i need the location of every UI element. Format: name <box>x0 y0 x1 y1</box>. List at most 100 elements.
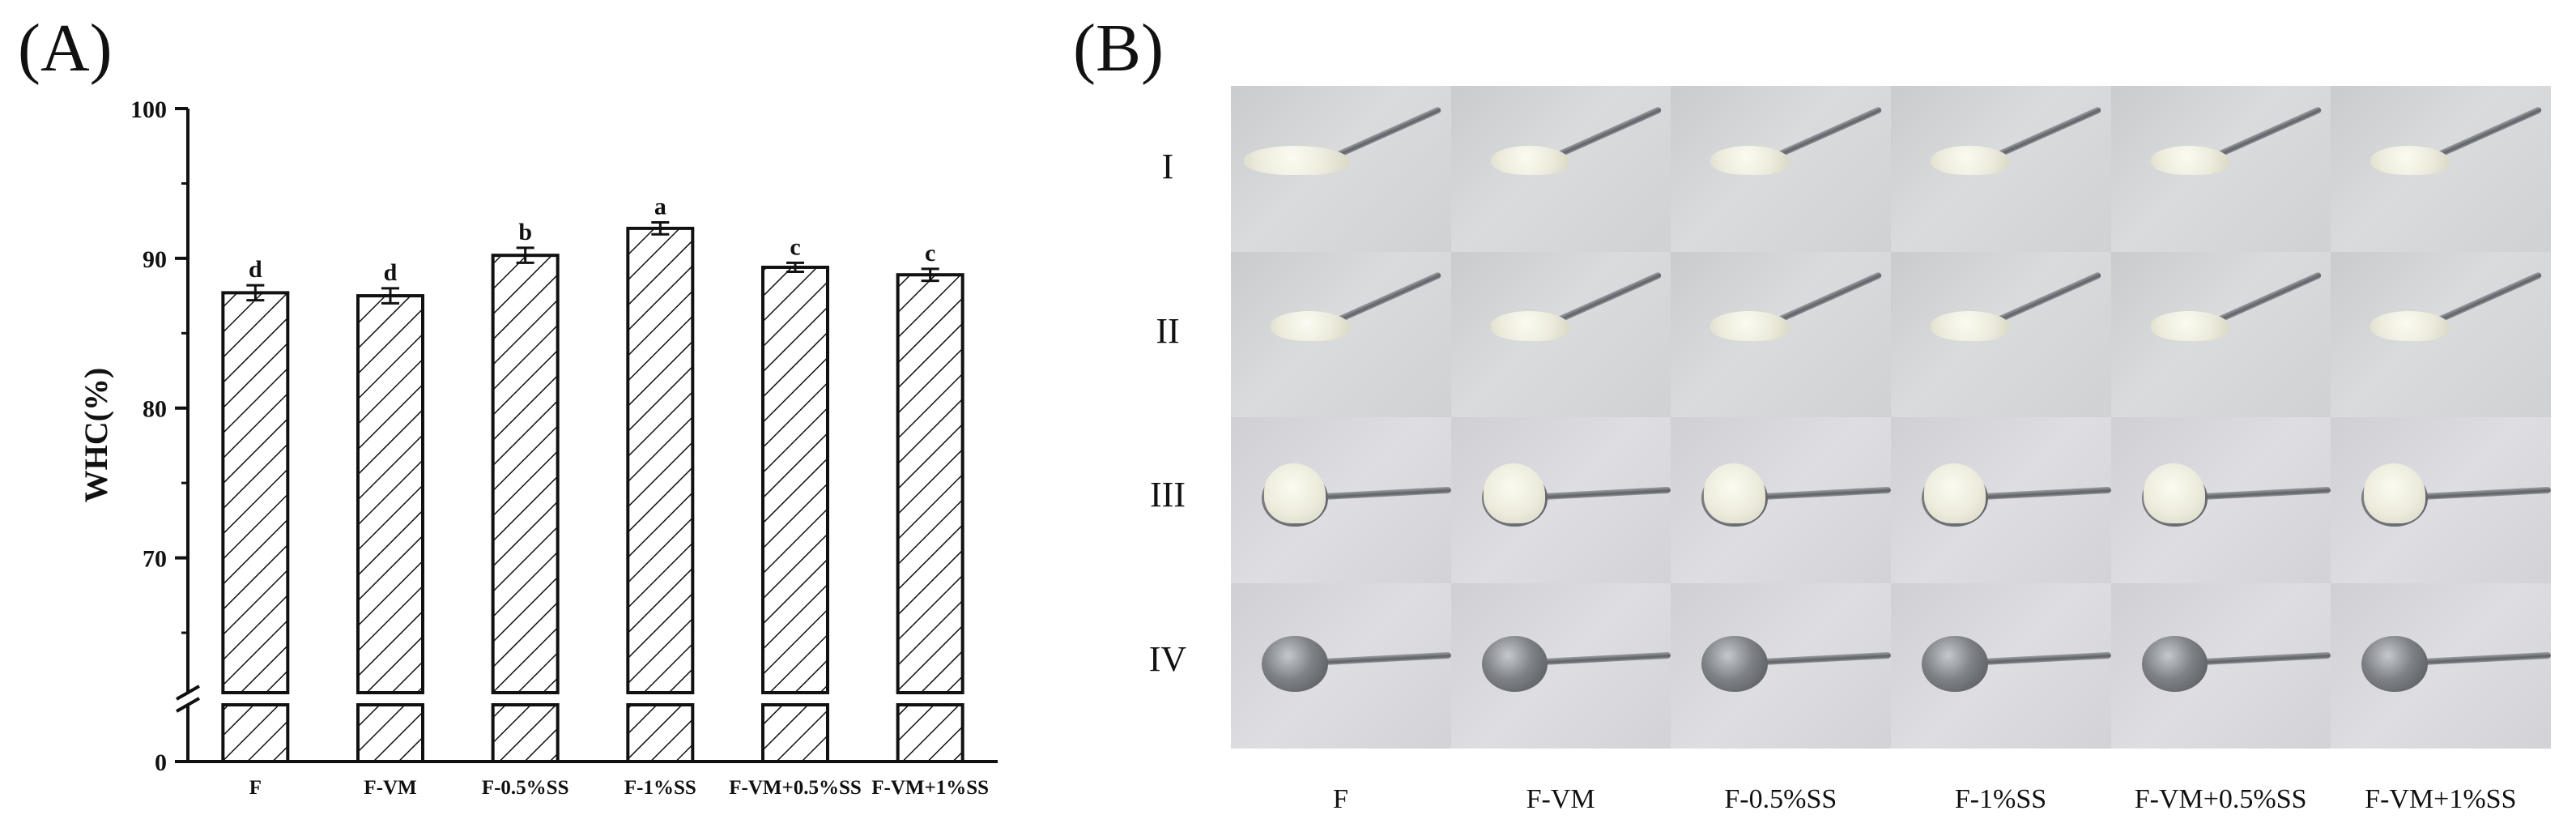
y-tick-label: 80 <box>143 396 167 423</box>
spoon-handle <box>2418 652 2551 666</box>
sample-paste <box>1704 463 1766 523</box>
bar-lower-segment <box>626 703 695 763</box>
x-tick-label: F-VM+1%SS <box>871 777 989 799</box>
spoon-handle <box>1978 652 2111 666</box>
y-axis-title: WHC(%) <box>78 368 114 503</box>
significance-label: d <box>249 256 262 283</box>
y-tick-label: 70 <box>143 546 167 573</box>
bar-chart: 70 80 90 100 0 WHC(%) d Fd F-VM b F-0.5%SS a F-1%SS c… <box>78 96 998 799</box>
axis-break-gap <box>892 694 968 703</box>
x-tick-label: F-1%SS <box>624 777 696 799</box>
sample-paste <box>2144 463 2206 523</box>
bar <box>896 273 964 694</box>
sample-paste <box>1710 145 1790 176</box>
spoon-photo <box>1450 251 1671 417</box>
row-label: III <box>1150 475 1186 514</box>
spoon-photo <box>2110 417 2331 583</box>
y-tick-label: 0 <box>155 749 167 776</box>
sample-paste <box>2150 311 2230 341</box>
bar <box>626 226 695 694</box>
bar-lower-segment <box>221 703 290 763</box>
spoon-handle <box>1995 105 2103 159</box>
significance-label: a <box>654 194 666 220</box>
spoon-photo <box>2331 582 2551 749</box>
spoon-photo <box>1450 86 1671 252</box>
spoon-handle <box>2418 486 2551 501</box>
column-label: F-VM <box>1526 784 1595 814</box>
spoon-photo <box>2331 251 2551 417</box>
spoon-bowl <box>1922 635 1988 693</box>
column-label: F-0.5%SS <box>1724 784 1837 814</box>
spoon-photo <box>1890 86 2111 252</box>
column-label: F-VM+0.5%SS <box>2134 784 2307 814</box>
sample-paste <box>1490 311 1570 341</box>
column-label: F-VM+1%SS <box>2365 784 2517 814</box>
row-label: IV <box>1148 639 1187 679</box>
spoon-photo <box>1450 582 1671 749</box>
column-label: F-1%SS <box>1954 784 2047 814</box>
sample-paste <box>1263 463 1326 523</box>
sample-paste <box>1923 463 1986 523</box>
spoon-bowl <box>1481 635 1548 693</box>
spoon-photo <box>2331 86 2551 252</box>
spoon-handle <box>1775 105 1883 159</box>
spoon-handle <box>1555 271 1663 324</box>
sample-paste <box>1484 463 1546 523</box>
spoon-handle <box>2199 486 2331 501</box>
spoon-handle <box>1775 271 1883 324</box>
sample-paste <box>2370 311 2450 341</box>
axis-break-gap <box>758 694 832 703</box>
sample-paste <box>1490 145 1570 176</box>
axis-break-mark <box>176 697 200 713</box>
spoon-handle <box>1978 486 2111 501</box>
spoon-handle <box>1335 271 1443 324</box>
sample-paste <box>2150 145 2230 176</box>
spoon-handle <box>1318 652 1451 666</box>
spoon-handle <box>1539 652 1671 666</box>
x-tick-label: F-VM+0.5%SS <box>729 777 862 799</box>
panel-b-label: (B) <box>1073 11 1164 86</box>
axis-break-gap <box>623 694 698 703</box>
bar <box>356 294 424 694</box>
sample-paste <box>2370 145 2450 176</box>
column-label: F <box>1333 784 1348 814</box>
spoon-photo <box>1890 251 2111 417</box>
spoon-photo <box>1231 86 1451 252</box>
bar <box>221 291 290 694</box>
spoon-photo <box>1231 582 1451 749</box>
sample-paste <box>1270 311 1350 341</box>
axis-break-gap <box>488 694 563 703</box>
spoon-photo <box>2110 582 2331 749</box>
significance-label: d <box>384 259 398 286</box>
significance-label: c <box>790 233 800 260</box>
spoon-bowl <box>1701 635 1768 693</box>
spoon-handle <box>1539 486 1671 501</box>
bar-lower-segment <box>761 703 829 763</box>
spoon-handle <box>1318 486 1451 501</box>
spoon-photo <box>2331 417 2551 583</box>
sample-paste <box>1930 145 2010 176</box>
photo-grid <box>1231 86 2551 749</box>
spoon-photo <box>2110 251 2331 417</box>
significance-label: c <box>925 240 935 267</box>
spoon-handle <box>1335 105 1443 159</box>
spoon-handle <box>1758 652 1891 666</box>
spoon-photo <box>1671 251 1891 417</box>
spoon-handle <box>2199 652 2331 666</box>
bar-lower-segment <box>356 703 424 763</box>
spoon-photo <box>2110 86 2331 252</box>
spoon-photo <box>1671 417 1891 583</box>
spoon-bowl <box>2361 635 2428 693</box>
x-tick-label: F-0.5%SS <box>482 777 569 799</box>
bar-lower-segment <box>491 703 560 763</box>
spoon-handle <box>1555 105 1663 159</box>
spoon-photo <box>1671 582 1891 749</box>
spoon-handle <box>2435 105 2543 159</box>
sample-paste <box>1244 145 1350 176</box>
axis-break-mark <box>176 685 200 701</box>
x-tick-label: F-VM <box>364 777 416 799</box>
row-label: I <box>1161 147 1174 186</box>
spoon-handle <box>2435 271 2543 324</box>
spoon-handle <box>1995 271 2103 324</box>
spoon-photo <box>1671 86 1891 252</box>
